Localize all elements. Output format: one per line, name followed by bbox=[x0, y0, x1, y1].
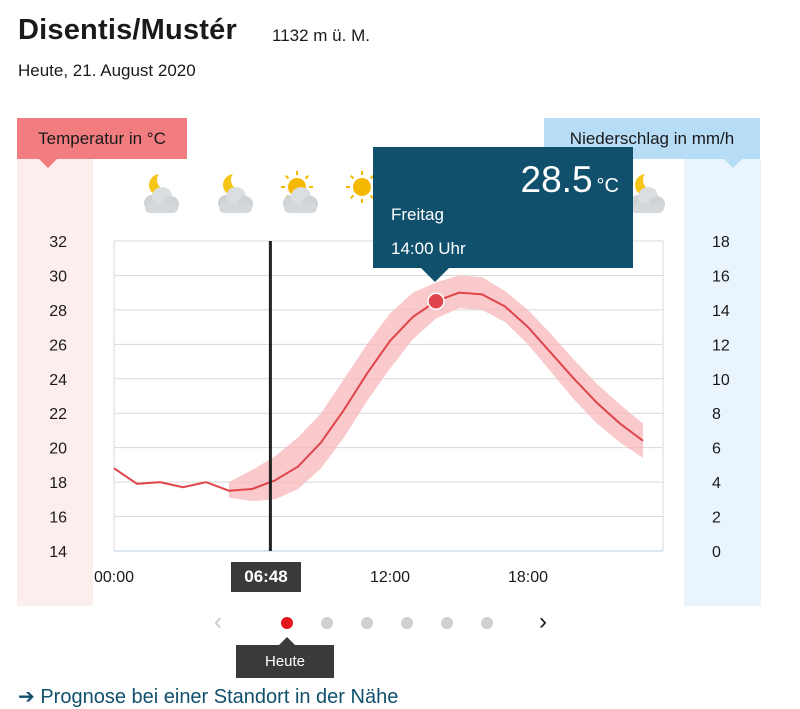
value-tooltip: 28.5 °C Freitag 14:00 Uhr bbox=[373, 147, 633, 282]
y-left-tick-label: 18 bbox=[49, 475, 67, 492]
pagination-dot[interactable] bbox=[401, 617, 413, 629]
tooltip-time: 14:00 Uhr bbox=[391, 239, 466, 258]
y-left-tick-label: 20 bbox=[49, 441, 67, 458]
altitude-label: 1132 m ü. M. bbox=[272, 26, 370, 45]
y-right-tick-label: 18 bbox=[712, 234, 730, 251]
y-right-tick-label: 12 bbox=[712, 337, 730, 354]
y-right-tick-label: 8 bbox=[712, 406, 721, 423]
y-left-tick-label: 28 bbox=[49, 303, 67, 320]
temperature-line bbox=[113, 291, 644, 492]
partly-cloudy-night-icon bbox=[218, 170, 253, 213]
y-right-tick-label: 6 bbox=[712, 441, 721, 458]
tooltip-value: 28.5 bbox=[520, 159, 593, 200]
y-right-tick-label: 16 bbox=[712, 268, 730, 285]
pagination-dot[interactable] bbox=[361, 617, 373, 629]
pagination-dot[interactable] bbox=[441, 617, 453, 629]
pagination-dot[interactable] bbox=[281, 617, 293, 629]
y-right-tick-label: 2 bbox=[712, 510, 721, 527]
pagination-dot[interactable] bbox=[321, 617, 333, 629]
temperature-uncertainty-band bbox=[229, 275, 643, 502]
cloudy-night-icon bbox=[144, 170, 179, 213]
tooltip-day: Freitag bbox=[391, 205, 444, 224]
y-left-tick-label: 26 bbox=[49, 337, 67, 354]
highlight-point[interactable] bbox=[427, 292, 445, 311]
temperature-axis-background bbox=[17, 158, 93, 606]
y-right-tick-label: 10 bbox=[712, 372, 730, 389]
x-tick-label: 18:00 bbox=[508, 569, 548, 586]
y-left-tick-label: 14 bbox=[49, 544, 67, 561]
precipitation-axis-background bbox=[684, 158, 761, 606]
date-label: Heute, 21. August 2020 bbox=[18, 61, 196, 80]
sunny-icon bbox=[346, 171, 378, 203]
y-left-tick-label: 32 bbox=[49, 234, 67, 251]
y-right-tick-label: 4 bbox=[712, 475, 721, 492]
arrow-right-icon: ➔ bbox=[18, 686, 41, 708]
y-left-tick-label: 22 bbox=[49, 406, 67, 423]
location-title: Disentis/Mustér bbox=[18, 14, 237, 46]
y-left-tick-label: 16 bbox=[49, 510, 67, 527]
nearby-location-link-text: Prognose bei einer Standort in der Nähe bbox=[40, 686, 399, 708]
previous-day-button[interactable]: ‹ bbox=[214, 608, 222, 635]
temperature-axis-tag: Temperatur in °C bbox=[17, 118, 187, 168]
current-time-badge: 06:48 bbox=[231, 562, 301, 592]
x-tick-label: 12:00 bbox=[370, 569, 410, 586]
y-left-tick-label: 24 bbox=[49, 372, 67, 389]
tooltip-unit: °C bbox=[596, 175, 619, 197]
next-day-button[interactable]: › bbox=[539, 608, 547, 635]
pagination-dot[interactable] bbox=[481, 617, 493, 629]
x-tick-label: 00:00 bbox=[94, 569, 134, 586]
y-left-tick-label: 30 bbox=[49, 268, 67, 285]
partly-sunny-icon bbox=[281, 171, 318, 213]
tooltip-value-wrap: 28.5 °C bbox=[521, 159, 619, 201]
partly-cloudy-night-icon bbox=[630, 170, 665, 213]
y-right-tick-label: 0 bbox=[712, 544, 721, 561]
y-right-tick-label: 14 bbox=[712, 303, 730, 320]
today-label: Heute bbox=[236, 637, 334, 678]
